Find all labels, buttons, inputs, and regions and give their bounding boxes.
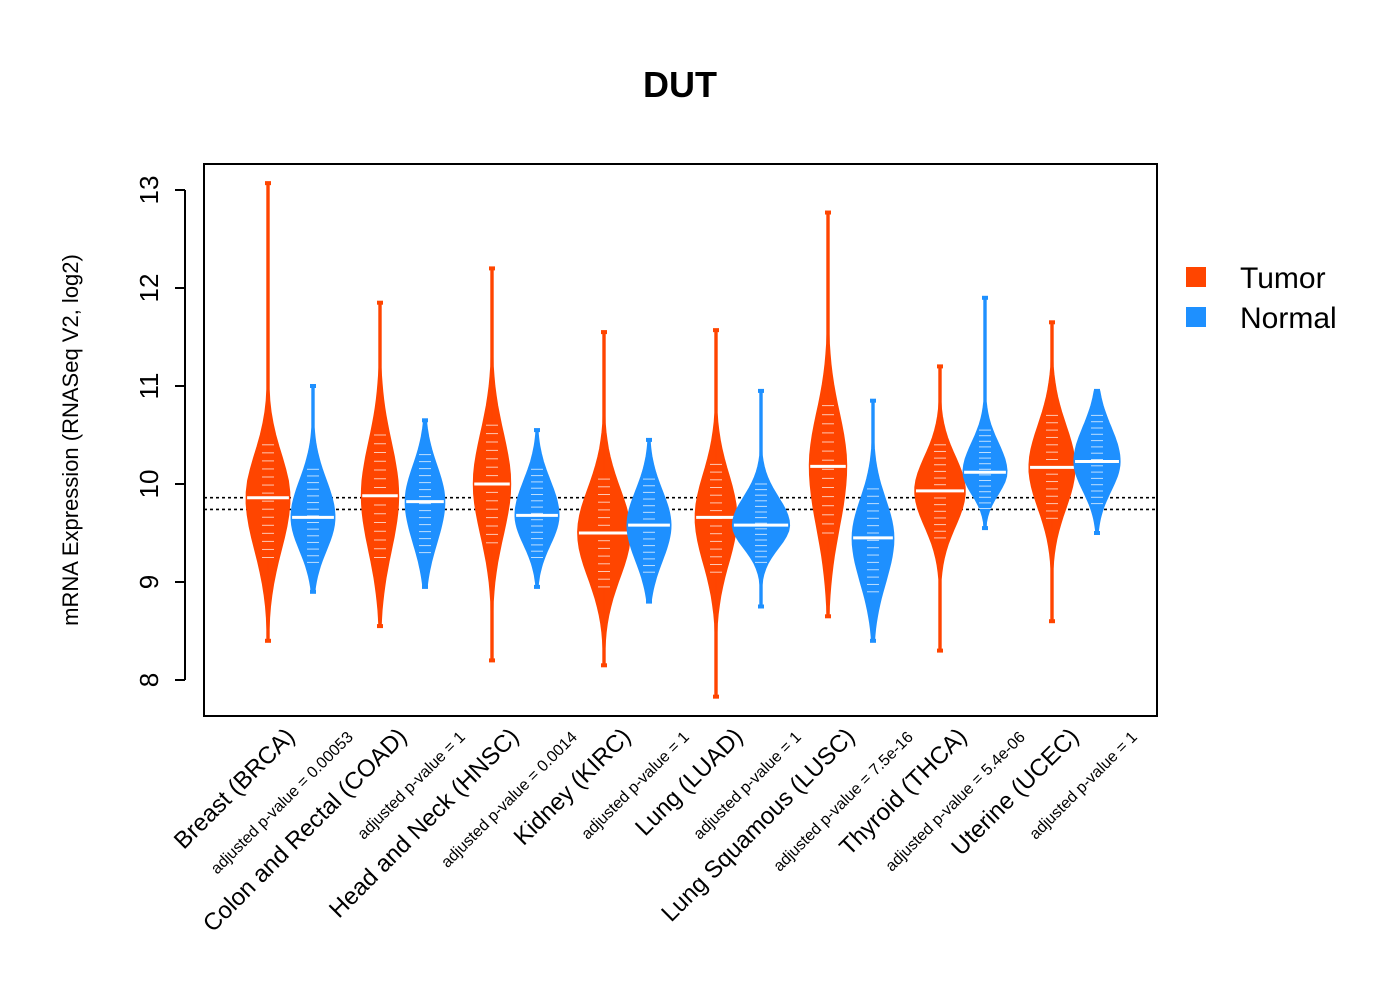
tumor-violin — [472, 266, 512, 663]
tumor-violin-extreme-point — [377, 624, 383, 629]
tumor-violin-extreme-point — [601, 330, 607, 335]
category-label: Colon and Rectal (COAD) — [198, 723, 412, 937]
normal-violin-extreme-point — [1094, 531, 1100, 535]
tumor-violin-extreme-point — [937, 364, 943, 369]
normal-violin-extreme-point — [758, 388, 764, 393]
legend-label: Tumor — [1240, 262, 1326, 295]
plot-area — [204, 181, 1157, 699]
normal-violin-extreme-point — [646, 599, 652, 604]
chart-title: DUT — [643, 64, 717, 105]
legend: Tumor Normal — [1186, 262, 1337, 335]
tumor-violin-extreme-point — [713, 694, 719, 699]
normal-violin-extreme-point — [982, 526, 988, 531]
tumor-violin-extreme-point — [377, 300, 383, 305]
legend-swatch — [1186, 307, 1206, 327]
normal-violin — [731, 388, 791, 609]
y-tick-label: 9 — [134, 575, 164, 589]
tumor-violin-extreme-point — [265, 181, 271, 186]
tumor-violin — [245, 181, 291, 643]
tumor-violin — [1028, 320, 1076, 624]
normal-violin-extreme-point — [982, 295, 988, 300]
normal-violin-extreme-point — [422, 418, 428, 423]
tumor-violin-extreme-point — [937, 648, 943, 653]
x-axis-labels: Breast (BRCA)adjusted p-value = 0.00053C… — [169, 723, 1141, 937]
normal-violin — [290, 384, 336, 594]
plot-frame — [203, 163, 1158, 717]
normal-violin — [626, 437, 672, 604]
tumor-violin — [808, 210, 848, 619]
y-axis-label: mRNA Expression (RNASeq V2, log2) — [58, 254, 83, 626]
tumor-violin — [360, 300, 400, 629]
tumor-violin-extreme-point — [1049, 320, 1055, 325]
normal-violin-extreme-point — [646, 437, 652, 442]
y-tick-label: 12 — [134, 274, 164, 303]
normal-violin — [1073, 388, 1121, 535]
normal-violin-extreme-point — [534, 428, 540, 433]
tumor-violin — [694, 328, 738, 699]
tumor-violin-extreme-point — [825, 614, 831, 619]
legend-swatch — [1186, 267, 1206, 287]
normal-violin-extreme-point — [1094, 388, 1100, 393]
y-tick-label: 8 — [134, 673, 164, 687]
tumor-violin-extreme-point — [1049, 619, 1055, 624]
y-tick-label: 13 — [134, 176, 164, 205]
normal-violin-extreme-point — [422, 584, 428, 589]
normal-violin-extreme-point — [870, 638, 876, 643]
normal-violin-extreme-point — [758, 604, 764, 609]
normal-violin-extreme-point — [310, 384, 316, 388]
tumor-violin-extreme-point — [713, 328, 719, 333]
normal-violin — [404, 418, 446, 589]
normal-violin — [514, 428, 560, 589]
normal-violin — [851, 398, 895, 643]
y-tick-label: 11 — [134, 373, 164, 400]
tumor-violin — [914, 364, 966, 653]
y-tick-label: 10 — [134, 470, 164, 499]
tumor-violin — [577, 330, 631, 668]
tumor-violin-extreme-point — [825, 210, 831, 215]
tumor-violin-extreme-point — [489, 658, 495, 663]
tumor-violin-extreme-point — [601, 663, 607, 668]
tumor-violin-extreme-point — [265, 638, 271, 643]
normal-violin-extreme-point — [534, 584, 540, 589]
legend-label: Normal — [1240, 302, 1337, 335]
normal-violin-extreme-point — [310, 589, 316, 594]
tumor-violin-extreme-point — [489, 266, 495, 271]
normal-violin-extreme-point — [870, 398, 876, 403]
normal-violin — [962, 295, 1008, 531]
y-axis: 8 9 10 11 12 13 — [134, 176, 186, 687]
